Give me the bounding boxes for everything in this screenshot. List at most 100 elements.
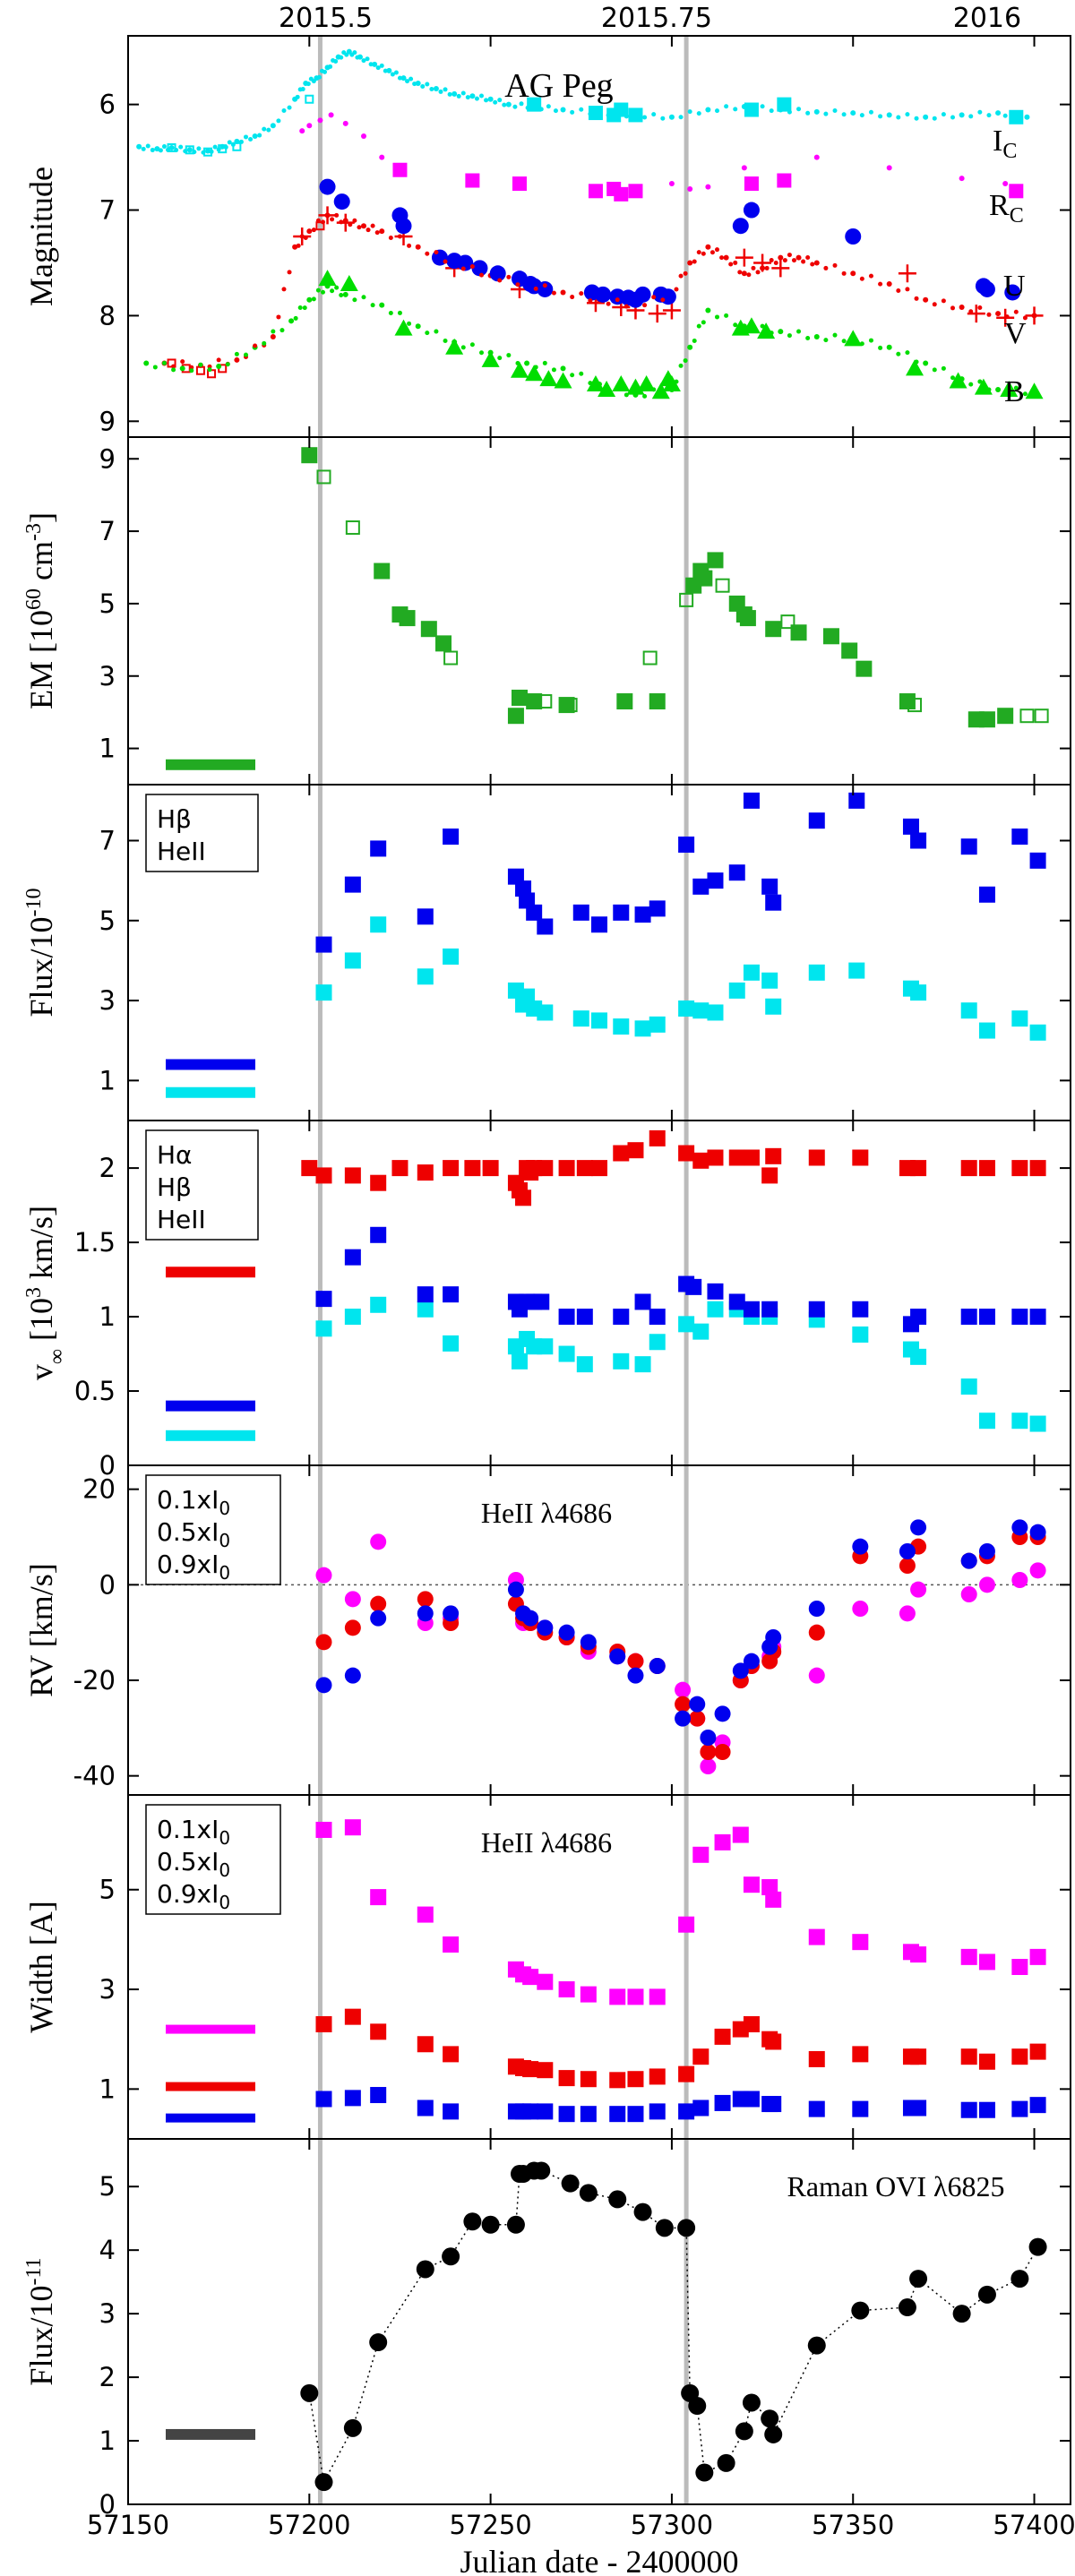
mag-U-point	[457, 254, 474, 271]
mag-band-point	[339, 55, 344, 60]
mag-band-point	[719, 255, 725, 261]
flux-heii-point	[634, 1020, 651, 1037]
mag-band-point	[769, 257, 774, 262]
mag-band-point	[225, 362, 230, 367]
mag-B_triangles-point	[651, 382, 670, 399]
mag-IC_squares-point	[777, 97, 792, 112]
width-title: HeII λ4686	[481, 1826, 612, 1859]
mag-U-point	[489, 265, 506, 282]
rv-point-2	[700, 1730, 717, 1746]
mag-band-point	[660, 391, 666, 396]
em-filled-point	[856, 660, 873, 677]
mag-band-point	[832, 262, 838, 268]
mag-B_triangles-point	[525, 365, 544, 382]
flux-hbeta-point	[765, 894, 782, 911]
em-ytick-label-4: 9	[99, 443, 116, 474]
mag-RC_dots-point	[342, 120, 348, 126]
width-point-2	[1011, 2100, 1028, 2117]
em-filled-point	[616, 693, 633, 710]
mag-RC_dots-point	[317, 117, 323, 124]
vinf-ylabel: v∞ [103 km/s]	[22, 1206, 69, 1380]
mag-band-point	[1004, 314, 1010, 320]
mag-band-point	[287, 105, 292, 110]
mag-band-point	[905, 112, 910, 117]
width-point-2	[910, 2099, 927, 2117]
mag-B_dots-point	[342, 291, 348, 297]
width-point-1	[417, 2036, 434, 2053]
rv-point-2	[537, 1619, 554, 1636]
x-tick-label-4: 57350	[812, 2510, 894, 2540]
raman-point	[343, 2418, 362, 2437]
raman-point	[506, 2215, 525, 2234]
em-ylabel: EM [1060 cm-3]	[22, 512, 59, 709]
rv-point-1	[417, 1591, 434, 1608]
mag-band-point	[311, 79, 316, 84]
mag-V_plus-point	[648, 305, 666, 323]
mag-band-point	[161, 144, 167, 150]
mag-U-point	[1004, 284, 1021, 301]
width-legend-label-0: 0.1xI0	[157, 1815, 230, 1849]
em-ytick-label-1: 3	[99, 661, 116, 691]
top-axis-label-2: 2016	[953, 3, 1021, 34]
mag-band-point	[328, 64, 333, 69]
vinf-point-0	[417, 1164, 434, 1181]
width-point-2	[743, 2091, 760, 2108]
em-filled-point	[435, 635, 452, 652]
magnitude-ytick-label-3: 9	[99, 406, 116, 436]
mag-IC_dots-point	[400, 75, 407, 82]
raman-point	[742, 2393, 761, 2412]
mag-band-point	[551, 367, 556, 373]
mag-band-point	[361, 58, 366, 64]
mag-IC_dots-point	[415, 81, 421, 87]
mag-IC_squares-point	[527, 97, 542, 112]
mag-band-point	[715, 247, 719, 253]
width-point-1	[522, 2061, 539, 2078]
mag-band-point	[311, 296, 316, 302]
vinf-point-2	[678, 1316, 695, 1333]
mag-band-point	[407, 243, 412, 248]
flux-hbeta-point	[315, 936, 332, 953]
vinf-point-1	[576, 1309, 593, 1326]
mag-band-point	[905, 287, 910, 292]
mag-band-point	[493, 99, 498, 105]
mag-band-point	[525, 105, 530, 110]
mag-IC_dots-point	[705, 107, 711, 113]
mag-V_dots-point	[292, 244, 298, 250]
mag-band-point	[230, 142, 236, 147]
mag-IC_dots-point	[886, 112, 892, 118]
raman-point	[532, 2161, 551, 2180]
mag-band-point	[161, 360, 167, 365]
flux-heii-point	[537, 1004, 554, 1021]
em-filled-point	[841, 642, 858, 659]
mag-band-point	[429, 86, 434, 91]
mag-V_dots-point	[796, 254, 802, 261]
mag-band-point	[227, 140, 232, 145]
em-open-point	[316, 469, 331, 485]
mag-band-point	[460, 345, 466, 350]
mag-band-point	[370, 223, 375, 228]
mag-V_dots-point	[379, 228, 385, 235]
em-filled-point	[507, 708, 524, 725]
rv-point-0	[675, 1681, 692, 1698]
mag-band-point	[769, 331, 774, 336]
mag-IC_dots-point	[560, 107, 566, 113]
mag-B_triangles-point	[974, 378, 993, 395]
em-filled-point	[511, 690, 528, 706]
mag-band-point	[397, 75, 402, 81]
em-filled-point	[899, 693, 916, 710]
mag-RC_squares-point	[614, 186, 629, 202]
mag-band-point	[344, 52, 349, 57]
vinf-bar-2	[166, 1430, 255, 1441]
flux-bar-heii	[166, 1086, 255, 1098]
flux-hbeta-point	[1011, 829, 1028, 846]
mag-band-point	[764, 265, 770, 270]
rv-point-2	[910, 1519, 927, 1536]
x-tick-label-5: 57400	[993, 2510, 1075, 2540]
flux-heii-point	[761, 972, 778, 989]
em-filled-point	[696, 570, 713, 587]
vinf-point-1	[533, 1293, 550, 1310]
flux-legend-box	[145, 794, 259, 872]
raman-ytick-label-3: 3	[99, 2298, 116, 2329]
mag-RC_dots-point	[299, 128, 305, 134]
raman-ytick-label-4: 4	[99, 2235, 116, 2265]
